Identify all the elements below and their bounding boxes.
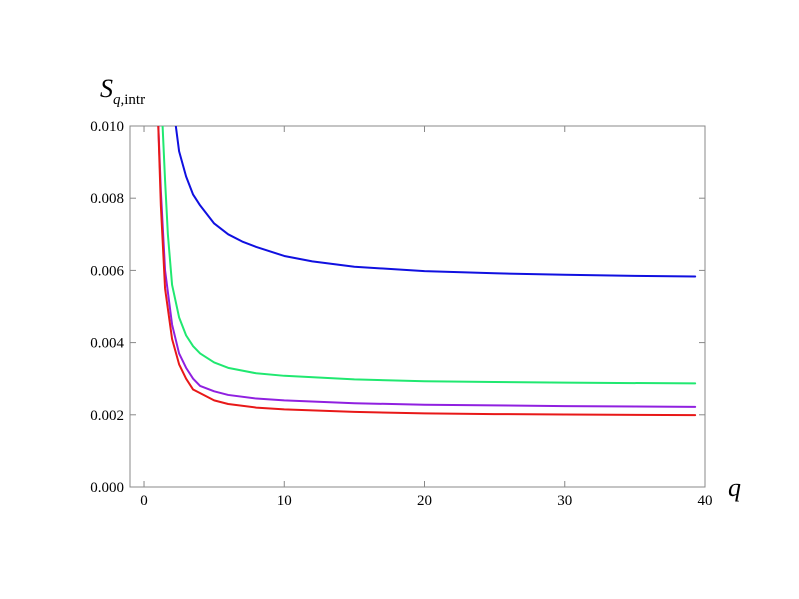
y-axis-title: Sq,intr — [100, 74, 145, 108]
series-lines — [157, 126, 697, 417]
y-tick-label: 0.002 — [90, 408, 124, 424]
series-line-3 — [157, 126, 697, 408]
y-tick-label: 0.006 — [90, 263, 124, 279]
x-tick-label: 10 — [277, 493, 292, 509]
series-line-4 — [157, 126, 697, 417]
x-tick-label: 20 — [417, 493, 432, 509]
series-line-1 — [174, 126, 697, 278]
plot-frame — [129, 125, 706, 488]
y-tick-label: 0.010 — [90, 119, 124, 135]
x-tick-label: 30 — [557, 493, 572, 509]
axis-ticks: 0.000 0.002 0.004 0.006 0.008 0.010 0 10 20 30 40 — [90, 119, 712, 509]
y-tick-label: 0.008 — [90, 191, 124, 207]
x-tick-label: 40 — [698, 493, 713, 509]
x-tick-label: 0 — [140, 493, 148, 509]
x-axis-title: q — [728, 473, 741, 502]
y-tick-label: 0.000 — [90, 480, 124, 496]
y-tick-label: 0.004 — [90, 336, 124, 352]
series-line-2 — [161, 126, 697, 385]
